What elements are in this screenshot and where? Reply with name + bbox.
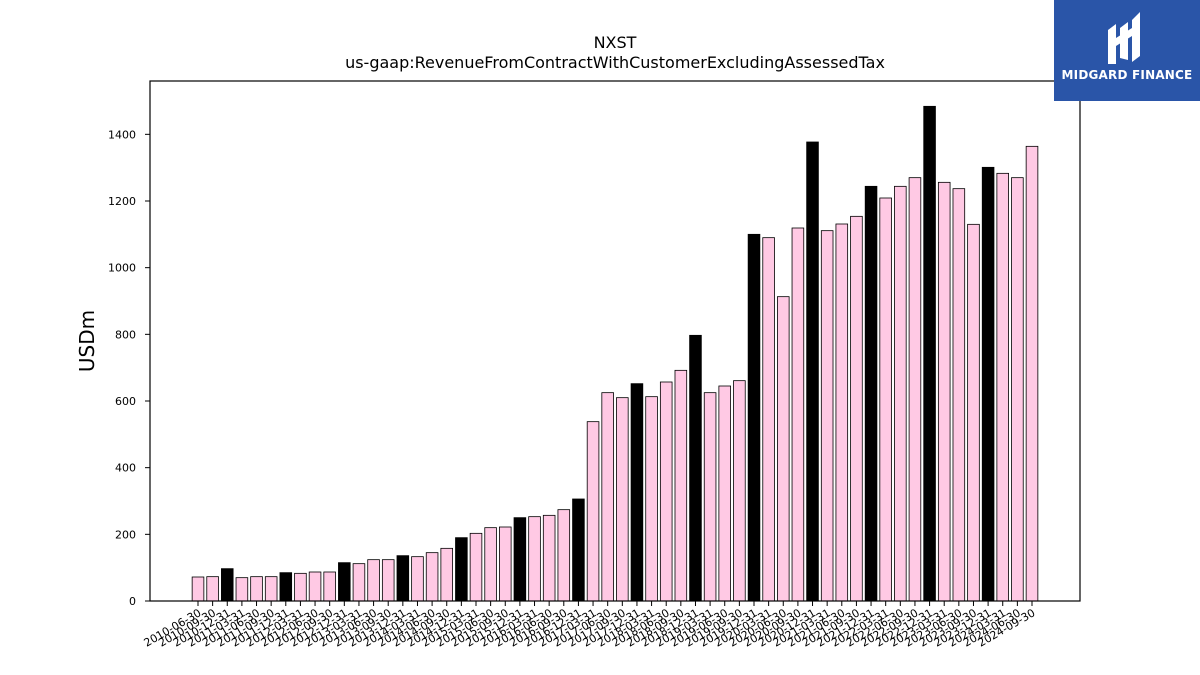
bar-2013-06-30 xyxy=(367,559,380,602)
chart-subtitle: us-gaap:RevenueFromContractWithCustomerE… xyxy=(345,53,885,72)
bar-2012-06-30 xyxy=(308,571,322,602)
bar-2017-09-30 xyxy=(616,397,629,602)
bar-2017-06-30 xyxy=(601,392,614,602)
bar-2023-06-30 xyxy=(952,188,966,602)
bar-2016-06-30 xyxy=(542,514,556,602)
bar-2018-09-30 xyxy=(674,369,688,602)
bar-2019-12-31 xyxy=(747,233,761,602)
bar-2021-06-30 xyxy=(835,223,849,602)
y-tick-label: 1400 xyxy=(108,128,136,141)
bar-2010-06-30 xyxy=(191,576,205,602)
bar-2024-06-30 xyxy=(1011,177,1024,602)
bar-2015-06-30 xyxy=(484,527,497,602)
bar-2018-06-30 xyxy=(659,381,673,602)
bar-2019-06-30 xyxy=(718,385,731,602)
midgard-logo-icon xyxy=(1108,12,1140,64)
y-tick-label: 800 xyxy=(115,328,136,341)
bar-2014-03-31 xyxy=(411,556,424,602)
bar-2013-09-30 xyxy=(381,559,395,602)
bar-2020-12-31 xyxy=(806,141,819,602)
bar-2023-12-31 xyxy=(981,166,995,602)
bar-2014-06-30 xyxy=(425,552,439,602)
bar-2022-03-31 xyxy=(879,197,892,602)
logo-text: MIDGARD FINANCE xyxy=(1061,68,1193,82)
y-axis-label: USDm xyxy=(75,310,99,372)
bar-2019-09-30 xyxy=(733,380,746,602)
y-tick-label: 1000 xyxy=(108,262,136,275)
y-axis: 0 200 400 600 800 1000 1200 1400 xyxy=(108,128,150,608)
bar-2012-09-30 xyxy=(323,571,336,602)
bar-2024-09-30 xyxy=(1025,145,1039,602)
bar-2020-06-30 xyxy=(777,296,790,602)
y-tick-label: 400 xyxy=(115,462,136,475)
bar-2011-03-31 xyxy=(235,577,249,602)
plot-frame xyxy=(149,80,1081,602)
bar-2019-03-31 xyxy=(703,392,717,602)
bar-2022-06-30 xyxy=(894,185,907,602)
x-axis: 2010-06-302010-09-302010-12-312011-03-31… xyxy=(142,601,1038,650)
bar-2017-12-31 xyxy=(630,383,644,602)
bar-series xyxy=(191,105,1039,602)
bar-2016-09-30 xyxy=(557,509,571,602)
bar-2023-03-31 xyxy=(937,181,951,602)
bar-2021-12-31 xyxy=(864,185,878,602)
bar-2014-12-31 xyxy=(455,537,468,602)
bar-2022-09-30 xyxy=(908,177,922,602)
y-tick-label: 1200 xyxy=(108,195,136,208)
bar-2018-03-31 xyxy=(645,396,658,602)
y-tick-label: 200 xyxy=(115,528,136,541)
bar-2021-09-30 xyxy=(850,215,863,602)
midgard-finance-logo: MIDGARD FINANCE xyxy=(1054,0,1200,101)
y-tick-label: 0 xyxy=(129,595,136,608)
y-tick-label: 600 xyxy=(115,395,136,408)
bar-2020-09-30 xyxy=(791,227,805,602)
bar-2024-03-31 xyxy=(996,172,1009,602)
bar-2016-12-31 xyxy=(572,498,585,602)
bar-2010-09-30 xyxy=(206,576,219,602)
bar-2015-03-31 xyxy=(469,532,483,602)
bar-2021-03-31 xyxy=(820,230,834,602)
bar-2012-03-31 xyxy=(294,572,307,602)
bar-2013-03-31 xyxy=(352,563,366,602)
bar-2023-09-30 xyxy=(967,223,980,602)
bar-2012-12-31 xyxy=(338,562,351,602)
bar-2013-12-31 xyxy=(396,555,410,602)
bar-2011-09-30 xyxy=(264,576,278,602)
bar-2017-03-31 xyxy=(586,421,600,602)
bar-2011-06-30 xyxy=(250,576,263,602)
chart-title: NXST xyxy=(594,33,637,52)
bar-2015-09-30 xyxy=(499,526,512,602)
bar-2016-03-31 xyxy=(528,516,541,602)
bar-2015-12-31 xyxy=(513,517,527,602)
bar-2010-12-31 xyxy=(221,568,234,602)
bar-2020-03-31 xyxy=(762,237,775,602)
bar-2014-09-30 xyxy=(440,547,453,602)
bar-2011-12-31 xyxy=(279,572,293,602)
bar-2018-12-31 xyxy=(689,334,702,602)
bar-2022-12-31 xyxy=(923,105,936,602)
